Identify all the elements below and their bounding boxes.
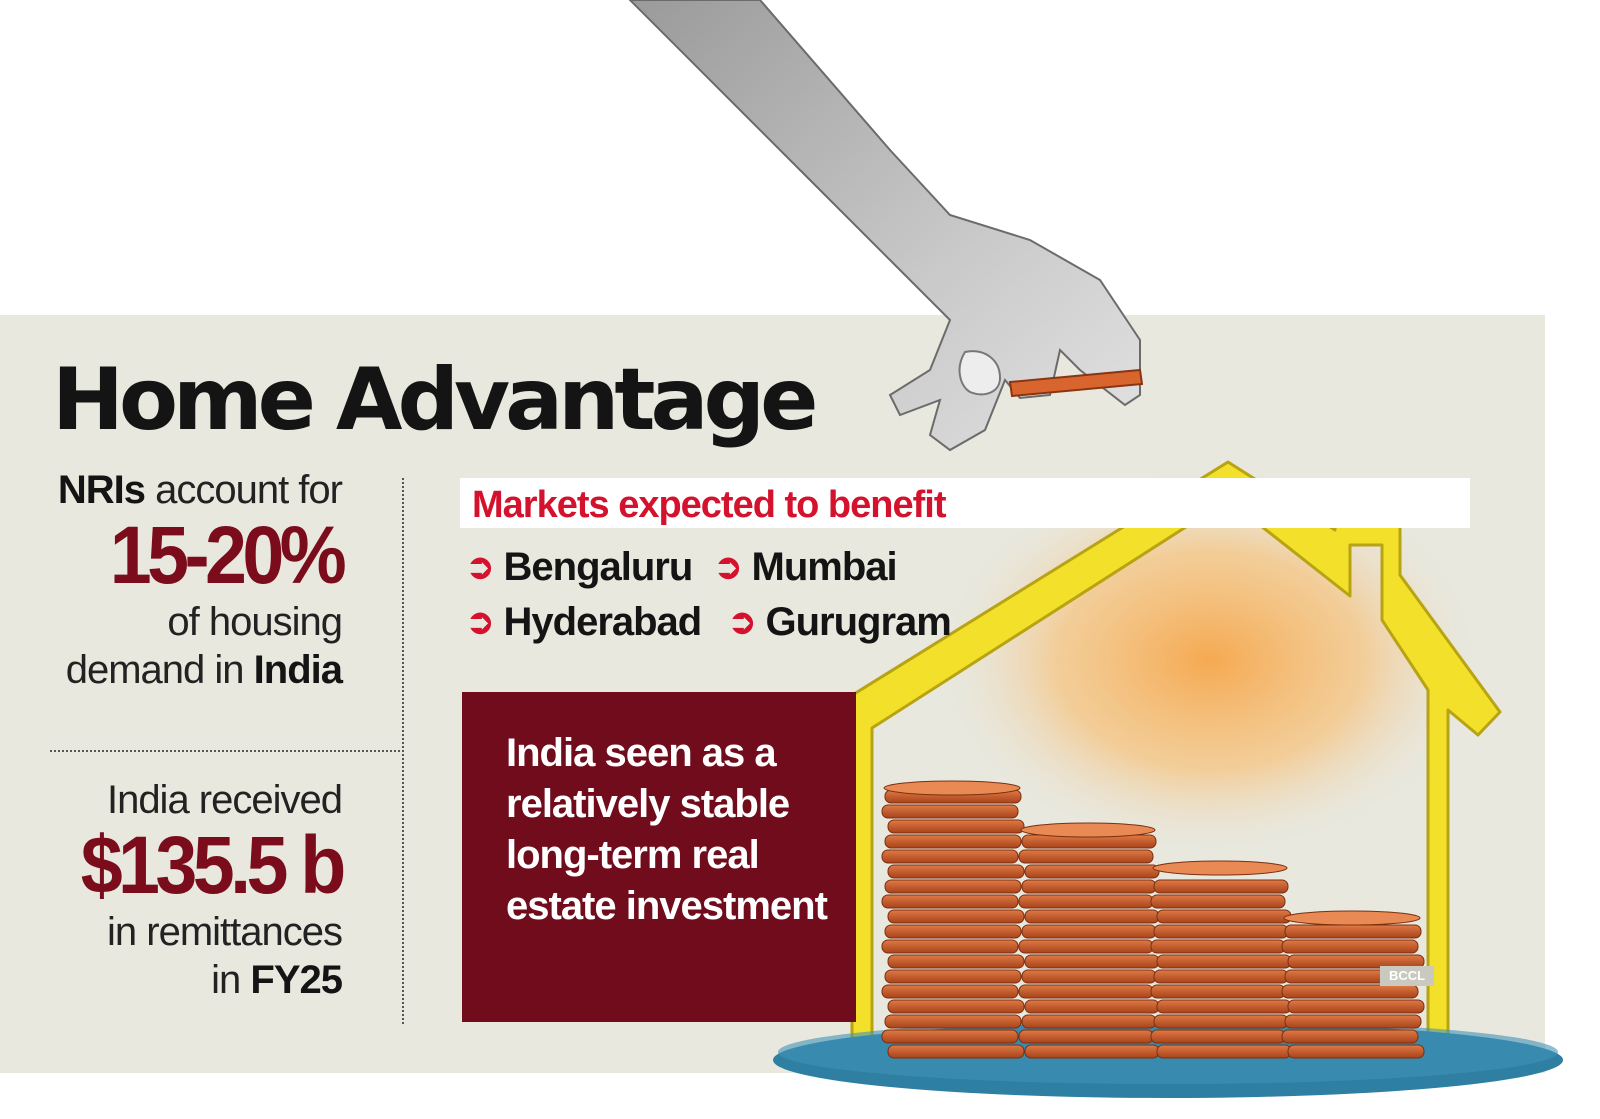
- nri-share-intro-rest: account for: [144, 468, 343, 512]
- coin-icon: [1150, 984, 1286, 999]
- horizontal-divider: [50, 750, 400, 752]
- coin-icon: [1018, 894, 1154, 909]
- remittance-line-1: in remittances: [107, 910, 343, 954]
- remittance-stat: India received $135.5 b in remittances i…: [58, 776, 347, 1004]
- remittance-line-2-pre: in: [211, 958, 251, 1002]
- coin-top-icon: [1020, 822, 1156, 838]
- nri-share-line-2-pre: demand in: [65, 648, 254, 692]
- market-item-hyderabad: ➲ Hyderabad: [466, 600, 703, 645]
- fy-label: FY25: [250, 958, 343, 1002]
- arrow-icon: ➲: [714, 548, 742, 586]
- coin-icon: [1024, 864, 1160, 879]
- coin-icon: [1281, 939, 1419, 954]
- coin-icon: [1284, 924, 1422, 939]
- coin-icon: [1021, 1014, 1157, 1029]
- coin-top-icon: [1283, 910, 1421, 926]
- nri-share-value: 15-20%: [109, 510, 347, 601]
- coin-icon: [881, 984, 1019, 999]
- coin-icon: [1024, 909, 1160, 924]
- held-coin-icon: [1008, 368, 1144, 398]
- coin-icon: [887, 909, 1025, 924]
- coin-icon: [1021, 879, 1157, 894]
- market-label: Bengaluru: [503, 545, 694, 589]
- market-item-mumbai: ➲ Mumbai: [714, 545, 898, 590]
- remittance-line-2: in FY25: [58, 956, 343, 1004]
- image-credit: BCCL: [1380, 966, 1434, 986]
- coin-icon: [881, 849, 1019, 864]
- coin-icon: [1281, 1029, 1419, 1044]
- callout-box: [462, 692, 856, 1022]
- coin-icon: [887, 819, 1025, 834]
- coin-icon: [1018, 1029, 1154, 1044]
- coin-top-icon: [1152, 860, 1288, 876]
- arrow-icon: ➲: [728, 603, 756, 641]
- market-label: Hyderabad: [503, 600, 703, 644]
- nri-share-line-2: demand in India: [58, 646, 343, 694]
- nri-share-stat: NRIs account for 15-20% of housing deman…: [57, 466, 347, 694]
- coin-icon: [1021, 969, 1157, 984]
- market-item-bengaluru: ➲ Bengaluru: [466, 545, 694, 590]
- coin-icon: [1287, 1044, 1425, 1059]
- coin-icon: [887, 864, 1025, 879]
- coin-icon: [1024, 1044, 1160, 1059]
- coin-icon: [1153, 879, 1289, 894]
- nri-label: NRIs: [57, 468, 146, 512]
- vertical-divider: [402, 478, 404, 1024]
- coin-icon: [1153, 969, 1289, 984]
- coin-icon: [1150, 894, 1286, 909]
- coin-icon: [1021, 924, 1157, 939]
- coin-icon: [1150, 1029, 1286, 1044]
- coin-icon: [881, 894, 1019, 909]
- nri-share-line-1: of housing: [167, 600, 343, 644]
- remittance-intro: India received: [106, 778, 343, 822]
- remittance-value: $135.5 b: [81, 820, 347, 911]
- coin-icon: [881, 1029, 1019, 1044]
- coin-icon: [884, 1014, 1022, 1029]
- coin-icon: [1150, 939, 1286, 954]
- coin-icon: [1284, 1014, 1422, 1029]
- coin-icon: [1281, 984, 1419, 999]
- markets-heading: Markets expected to benefit: [472, 484, 946, 526]
- coin-icon: [1156, 1044, 1292, 1059]
- coin-icon: [884, 834, 1022, 849]
- coin-icon: [884, 879, 1022, 894]
- coin-top-icon: [883, 780, 1021, 796]
- coin-icon: [887, 1044, 1025, 1059]
- coin-stacks: [881, 780, 1425, 1059]
- markets-heading-bar: [460, 478, 1470, 528]
- hand-icon: [628, 0, 1141, 452]
- coin-icon: [1287, 954, 1425, 969]
- arrow-icon: ➲: [466, 603, 494, 641]
- arrow-icon: ➲: [466, 548, 494, 586]
- coin-icon: [884, 969, 1022, 984]
- market-label: Mumbai: [751, 545, 898, 589]
- coin-icon: [1024, 954, 1160, 969]
- coin-icon: [1153, 924, 1289, 939]
- coin-icon: [1018, 984, 1154, 999]
- coin-icon: [1018, 849, 1154, 864]
- india-label: India: [253, 648, 343, 692]
- coin-icon: [1018, 939, 1154, 954]
- coin-icon: [881, 804, 1019, 819]
- coin-icon: [884, 924, 1022, 939]
- coin-icon: [1156, 999, 1292, 1014]
- page-title: Home Advantage: [52, 350, 818, 450]
- coin-icon: [1156, 909, 1292, 924]
- callout-text: India seen as a relatively stable long-t…: [506, 731, 828, 928]
- coin-icon: [881, 939, 1019, 954]
- coin-icon: [887, 954, 1025, 969]
- coin-icon: [887, 999, 1025, 1014]
- nri-share-intro: NRIs account for: [57, 466, 343, 514]
- coin-icon: [1156, 954, 1292, 969]
- coin-icon: [1153, 1014, 1289, 1029]
- coin-icon: [1024, 999, 1160, 1014]
- market-label: Gurugram: [765, 600, 952, 644]
- coin-icon: [1287, 999, 1425, 1014]
- market-item-gurugram: ➲ Gurugram: [728, 600, 952, 645]
